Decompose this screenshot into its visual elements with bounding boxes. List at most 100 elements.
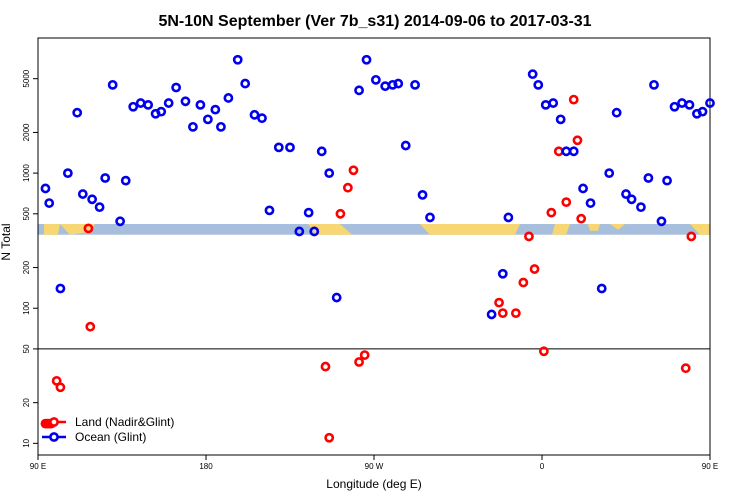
ocean-band bbox=[38, 224, 710, 235]
plot-frame bbox=[37, 37, 711, 456]
ocean-point bbox=[240, 78, 251, 89]
ocean-point bbox=[115, 216, 126, 227]
ocean-point bbox=[387, 79, 398, 90]
ocean-point bbox=[100, 173, 111, 183]
ocean-point bbox=[555, 114, 566, 125]
x-tick-label: 90 W bbox=[365, 462, 384, 471]
ocean-point bbox=[273, 142, 284, 153]
ocean-point bbox=[324, 168, 335, 179]
y-tick-label: 500 bbox=[22, 207, 31, 221]
chart-title: 5N-10N September (Ver 7b_s31) 2014-09-06… bbox=[158, 13, 591, 30]
legend-label: Land (Nadir&Glint) bbox=[75, 415, 174, 429]
ocean-point bbox=[171, 82, 182, 93]
land-point bbox=[568, 94, 579, 105]
land-point bbox=[359, 350, 370, 360]
ocean-point bbox=[561, 146, 572, 157]
ocean-point bbox=[120, 175, 131, 186]
ocean-point bbox=[156, 106, 167, 117]
ocean-point bbox=[188, 121, 198, 132]
ocean-point bbox=[669, 101, 680, 112]
ocean-point bbox=[40, 183, 51, 194]
ocean-point bbox=[662, 175, 672, 186]
ocean-point bbox=[232, 54, 243, 65]
land-point bbox=[85, 321, 96, 332]
ocean-point bbox=[87, 194, 98, 205]
y-tick-label: 5000 bbox=[22, 69, 31, 87]
ocean-point bbox=[611, 107, 622, 118]
ocean-point bbox=[705, 98, 715, 108]
land-point bbox=[538, 346, 549, 357]
ocean-point bbox=[497, 268, 508, 279]
ocean-point bbox=[107, 79, 118, 90]
land-shape bbox=[44, 224, 60, 235]
ocean-point bbox=[72, 107, 83, 118]
land-point bbox=[510, 308, 521, 319]
ocean-point bbox=[163, 98, 174, 108]
land-point bbox=[524, 231, 534, 242]
ocean-point bbox=[533, 79, 544, 90]
legend: Land (Nadir&Glint)Ocean (Glint) bbox=[42, 415, 174, 444]
ocean-point bbox=[425, 212, 435, 223]
ocean-point bbox=[264, 205, 275, 216]
y-tick-label: 100 bbox=[22, 301, 31, 315]
ocean-point bbox=[143, 99, 154, 110]
ocean-point bbox=[361, 54, 372, 65]
ocean-point bbox=[210, 104, 221, 115]
y-tick-label: 50 bbox=[22, 344, 31, 353]
ocean-point bbox=[604, 168, 615, 179]
land-shape bbox=[690, 224, 710, 235]
ocean-point bbox=[354, 85, 364, 96]
y-tick-label: 2000 bbox=[22, 123, 31, 141]
ocean-point bbox=[195, 99, 206, 110]
ocean-point bbox=[294, 226, 305, 237]
ocean-point bbox=[216, 121, 226, 132]
ocean-point bbox=[596, 283, 607, 294]
land-shape bbox=[610, 224, 625, 230]
land-point bbox=[546, 207, 557, 218]
legend-label: Ocean (Glint) bbox=[75, 430, 146, 444]
ocean-point bbox=[316, 146, 327, 157]
land-point bbox=[686, 231, 697, 242]
ocean-point bbox=[656, 216, 667, 227]
x-tick-label: 90 E bbox=[30, 462, 46, 471]
ocean-point bbox=[621, 189, 631, 199]
y-tick-label: 200 bbox=[22, 260, 31, 274]
land-band-layer bbox=[38, 224, 710, 235]
land-point bbox=[561, 197, 572, 208]
y-tick-label: 10 bbox=[22, 438, 31, 447]
ocean-point bbox=[380, 81, 391, 92]
ocean-point bbox=[370, 74, 381, 85]
ocean-point bbox=[636, 202, 646, 213]
ocean-point bbox=[94, 202, 105, 213]
land-shape bbox=[420, 224, 520, 235]
ocean-point bbox=[417, 189, 428, 200]
ocean-point bbox=[585, 198, 596, 208]
ocean-point bbox=[503, 212, 514, 223]
ocean-point bbox=[309, 226, 320, 237]
land-point bbox=[494, 297, 504, 308]
x-tick-label: 90 E bbox=[702, 462, 718, 471]
ocean-point bbox=[649, 79, 659, 90]
ocean-point bbox=[62, 168, 73, 179]
ocean-point bbox=[393, 78, 404, 89]
ocean-point bbox=[578, 183, 588, 194]
land-point bbox=[55, 382, 66, 393]
land-point bbox=[320, 361, 331, 372]
y-axis-label: N Total bbox=[0, 223, 13, 260]
data-points bbox=[40, 54, 715, 443]
ocean-point bbox=[77, 189, 88, 199]
ocean-point bbox=[55, 283, 66, 294]
ocean-point bbox=[486, 309, 497, 320]
ocean-point bbox=[400, 140, 411, 151]
land-point bbox=[335, 208, 346, 219]
y-tick-label: 20 bbox=[22, 398, 31, 407]
ocean-point bbox=[128, 101, 139, 112]
ocean-point bbox=[303, 207, 314, 218]
land-point bbox=[354, 357, 364, 367]
ocean-point bbox=[697, 106, 708, 117]
legend-marker bbox=[49, 432, 59, 442]
land-point bbox=[342, 182, 353, 193]
x-tick-label: 180 bbox=[199, 462, 213, 471]
land-point bbox=[572, 135, 583, 146]
x-axis-label: Longitude (deg E) bbox=[326, 477, 421, 491]
